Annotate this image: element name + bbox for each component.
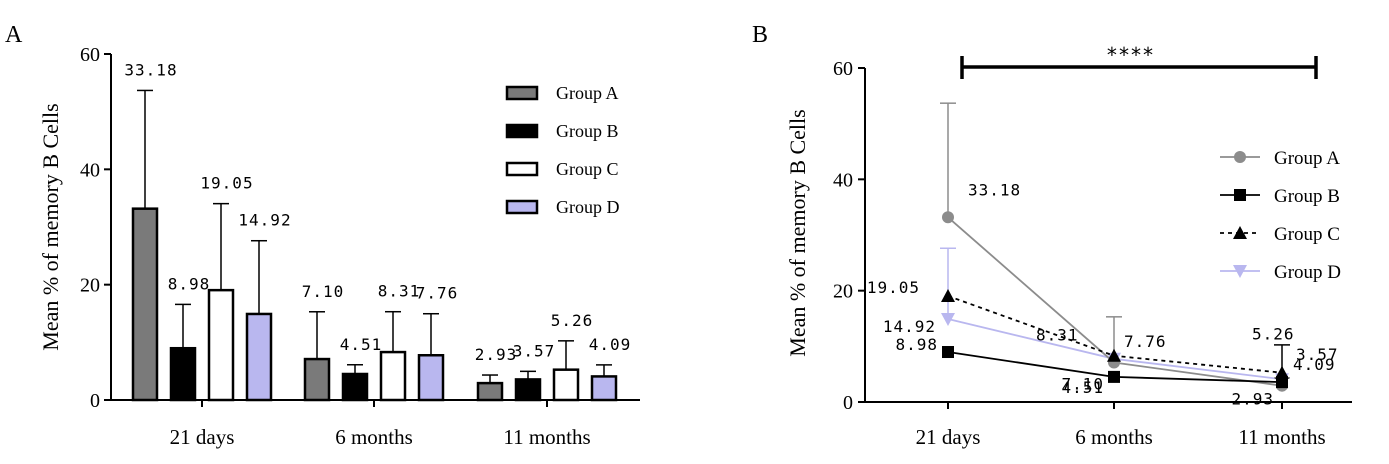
panel-b-y-tick-label: 0 — [843, 392, 853, 414]
panel-a-bar — [245, 312, 273, 402]
panel-a-x-tick-label: 11 months — [503, 425, 590, 449]
panel-a-data-label: 7.76 — [416, 284, 459, 303]
panel-b-data-label: 2.93 — [1231, 390, 1274, 409]
panel-b-significance-stars: **** — [1106, 43, 1154, 67]
panel-b-point — [941, 312, 955, 326]
panel-a-data-label: 8.98 — [168, 274, 211, 293]
panel-b-legend-label: Group B — [1274, 186, 1340, 207]
panel-a-data-label: 19.05 — [200, 174, 253, 193]
panel-a-data-label: 14.92 — [238, 211, 291, 230]
panel-b-label: B — [752, 22, 768, 48]
panel-a-data-label: 2.93 — [475, 345, 518, 364]
panel-a-data-label: 8.31 — [378, 282, 421, 301]
panel-a-legend-label: Group D — [556, 197, 620, 217]
panel-b-legend-label: Group D — [1274, 262, 1341, 283]
panel-a-data-label: 3.57 — [513, 341, 556, 360]
panel-b-data-label: 5.26 — [1252, 325, 1295, 344]
panel-b-data-label: 8.98 — [895, 335, 938, 354]
panel-b-series-line — [947, 318, 1283, 381]
panel-a-y-tick-label: 60 — [80, 44, 100, 66]
panel-b-point — [1108, 370, 1120, 383]
panel-a-bar — [417, 354, 445, 402]
panel-b-point — [942, 211, 954, 224]
panel-a-bar — [131, 207, 159, 402]
panel-b-data-label: 33.18 — [968, 180, 1021, 199]
panel-b-data-label: 19.05 — [867, 278, 920, 297]
panel-b-legend-label: Group C — [1274, 224, 1340, 245]
panel-a-legend: Group A Group B Group C Group D — [505, 83, 620, 217]
panel-a-legend-label: Group A — [556, 83, 619, 103]
panel-a-data-label: 4.09 — [589, 335, 632, 354]
panel-a-y-axis-label: Mean % of memory B Cells — [38, 103, 63, 350]
panel-b-y-tick-label: 40 — [833, 169, 853, 191]
panel-b-y-axis-label: Mean % of memory B Cells — [785, 109, 810, 356]
panel-b-data-label: 4.51 — [1061, 378, 1104, 397]
panel-a-bar — [590, 375, 618, 402]
panel-b-point — [1276, 376, 1288, 389]
panel-a-x-tick-label: 6 months — [335, 425, 413, 449]
panel-a-bar — [476, 381, 504, 402]
panel-b-axes: 0 20 40 60 21 days 6 months 11 months — [833, 58, 1352, 449]
panel-b-point — [1233, 265, 1247, 278]
panel-a-bar — [303, 357, 331, 402]
panel-a-data-label: 33.18 — [124, 60, 177, 79]
panel-a-y-tick-label: 20 — [80, 275, 100, 297]
panel-b-point — [1107, 348, 1121, 362]
panel-b-data-label: 8.31 — [1036, 326, 1079, 345]
panel-a-legend-label: Group C — [556, 159, 619, 179]
panel-a-legend-swatch — [505, 161, 539, 177]
panel-b-point — [1233, 226, 1247, 239]
panel-a-label: A — [5, 22, 23, 48]
panel-b-point — [1234, 151, 1246, 163]
panel-a-legend-swatch — [505, 123, 539, 139]
panel-b-data-label: 7.10 — [1061, 374, 1104, 393]
panel-a-bar — [514, 378, 542, 402]
panel-a-data-label: 7.10 — [302, 282, 345, 301]
panel-a-x-tick-label: 21 days — [170, 425, 235, 449]
panel-a-legend-label: Group B — [556, 121, 619, 141]
panel-b-x-tick-label: 6 months — [1075, 425, 1153, 449]
panel-b-legend: Group A Group B Group C Group D — [1220, 148, 1341, 283]
panel-b-point — [1275, 365, 1289, 379]
panel-b-significance: **** — [960, 43, 1318, 79]
panel-b-x-tick-label: 21 days — [916, 425, 981, 449]
panel-b-point — [941, 288, 955, 302]
panel-a-data-label: 4.51 — [340, 335, 383, 354]
panel-a-legend-swatch — [505, 85, 539, 101]
panel-b-x-tick-label: 11 months — [1238, 425, 1325, 449]
panel-a-legend-swatch — [505, 199, 539, 215]
panel-b-point — [1234, 189, 1246, 201]
panel-b-lines: 33.18 7.10 2.93 8.98 4.51 3.57 19.05 8.31 5.26 14… — [867, 102, 1339, 409]
panel-b-data-label: 14.92 — [883, 317, 936, 336]
panel-a-bar — [379, 350, 407, 402]
panel-a-bars: 33.18 7.10 2.93 8.98 4.51 3.57 19.05 8.31 5.26 14… — [124, 60, 632, 402]
panel-b: B Mean % of memory B Cells 0 20 40 60 21 day… — [752, 22, 1352, 449]
panel-a-bar — [207, 288, 235, 402]
panel-a-data-label: 5.26 — [551, 311, 594, 330]
panel-b-data-label: 7.76 — [1124, 332, 1167, 351]
panel-a-y-tick-label: 0 — [90, 390, 100, 412]
panel-b-point — [942, 346, 954, 359]
panel-a-axes: 0 20 40 60 21 days 6 months 11 months — [80, 44, 640, 449]
panel-b-legend-label: Group A — [1274, 148, 1340, 169]
panel-b-y-tick-label: 60 — [833, 58, 853, 80]
panel-a: A Mean % of memory B Cells 0 20 40 60 21 day… — [5, 22, 640, 449]
panel-b-data-label: 3.57 — [1296, 345, 1339, 364]
panel-a-y-tick-label: 40 — [80, 159, 100, 181]
panel-a-bar — [552, 368, 580, 402]
panel-a-bar — [341, 372, 369, 402]
panel-b-y-tick-label: 20 — [833, 281, 853, 303]
panel-a-bar — [169, 346, 197, 402]
panel-b-data-label: 4.09 — [1293, 355, 1336, 374]
